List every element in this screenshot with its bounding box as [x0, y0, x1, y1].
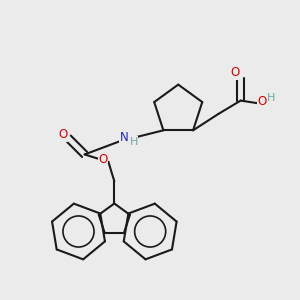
Text: H: H — [267, 93, 275, 103]
Text: O: O — [58, 128, 68, 141]
Text: H: H — [130, 137, 138, 147]
Text: N: N — [119, 131, 128, 144]
Text: O: O — [231, 67, 240, 80]
Text: O: O — [98, 153, 108, 166]
Text: O: O — [258, 95, 267, 108]
